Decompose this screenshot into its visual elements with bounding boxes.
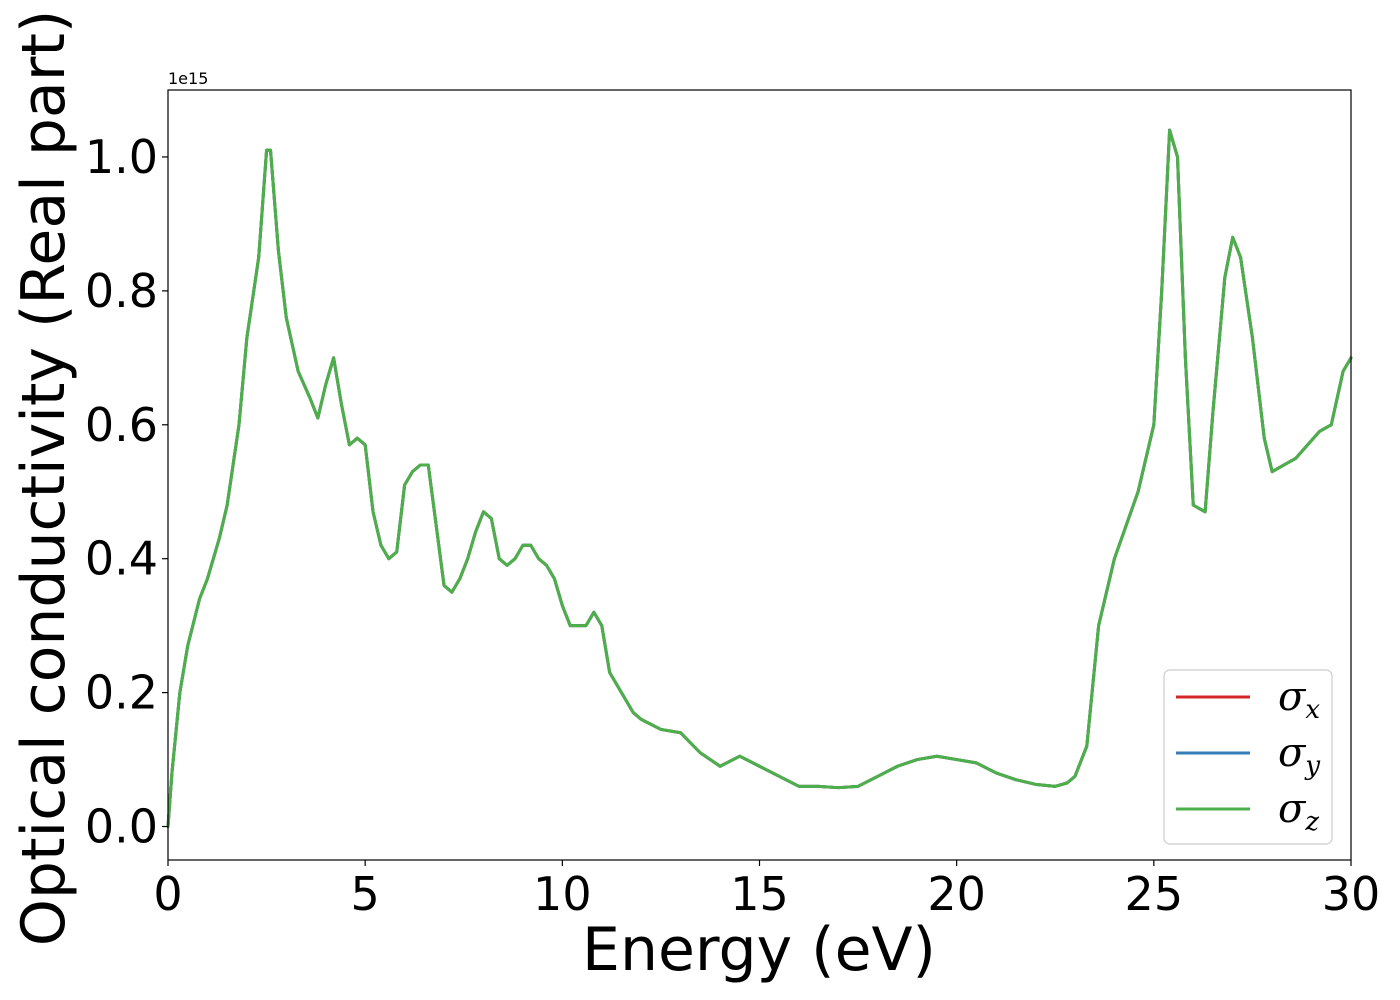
x-axis-label: Energy (eV): [582, 915, 936, 985]
x-tick-label: 15: [730, 867, 789, 921]
legend-box: [1163, 669, 1333, 845]
x-tick-label: 10: [533, 867, 592, 921]
y-offset-label: 1e15: [168, 69, 208, 88]
x-tick-label: 30: [1322, 867, 1381, 921]
y-tick-label: 0.4: [85, 532, 158, 586]
y-tick-label: 0.0: [85, 800, 158, 854]
series-layer: [166, 128, 1353, 829]
y-tick-label: 0.2: [85, 666, 158, 720]
y-tick-label: 1.0: [85, 130, 158, 184]
x-axis-ticks: 0 5 10 15 20 25 30: [153, 860, 1380, 921]
y-axis-label: Optical conductivity (Real part): [9, 10, 79, 947]
x-tick-label: 0: [153, 867, 182, 921]
plot-frame: [167, 89, 1352, 861]
series-line-σz: [166, 128, 1353, 829]
plot-area: [168, 90, 1351, 860]
legend-label-y: σy: [1278, 730, 1320, 781]
y-tick-label: 0.6: [85, 398, 158, 452]
x-tick-label: 5: [351, 867, 380, 921]
y-axis-ticks: 0.0 0.2 0.4 0.6 0.8 1.0: [85, 130, 168, 854]
legend-label-x: σx: [1278, 674, 1320, 725]
x-tick-label: 25: [1125, 867, 1184, 921]
x-tick-label: 20: [927, 867, 986, 921]
legend-label-z: σz: [1278, 786, 1319, 837]
y-tick-label: 0.8: [85, 264, 158, 318]
